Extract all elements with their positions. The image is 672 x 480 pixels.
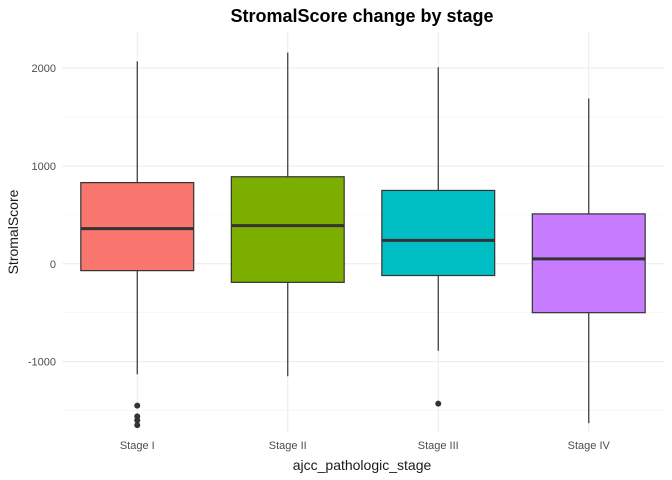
chart-title: StromalScore change by stage	[230, 6, 493, 26]
box-iqr	[80, 182, 195, 272]
y-tick-label: 0	[50, 259, 56, 271]
outlier-point	[435, 400, 442, 407]
y-axis-title: StromalScore	[5, 189, 21, 274]
box-iqr	[531, 213, 646, 314]
box-iqr	[381, 189, 496, 277]
y-tick-label: 1000	[32, 161, 56, 173]
y-tick-label: -1000	[28, 357, 56, 369]
x-tick-label: Stage III	[418, 440, 459, 452]
box-iqr	[230, 176, 345, 283]
tick-layer: -1000 0 1000 2000 Stage I Stage II Stage III St…	[28, 63, 611, 452]
x-tick-label: Stage I	[120, 440, 155, 452]
outlier-point	[134, 402, 141, 409]
y-tick-label: 2000	[32, 63, 56, 75]
x-axis-title: ajcc_pathologic_stage	[293, 457, 432, 473]
x-tick-label: Stage IV	[568, 440, 611, 452]
outlier-point	[134, 417, 141, 424]
x-tick-label: Stage II	[269, 440, 307, 452]
outlier-point	[134, 422, 141, 429]
box-layer	[80, 52, 646, 429]
